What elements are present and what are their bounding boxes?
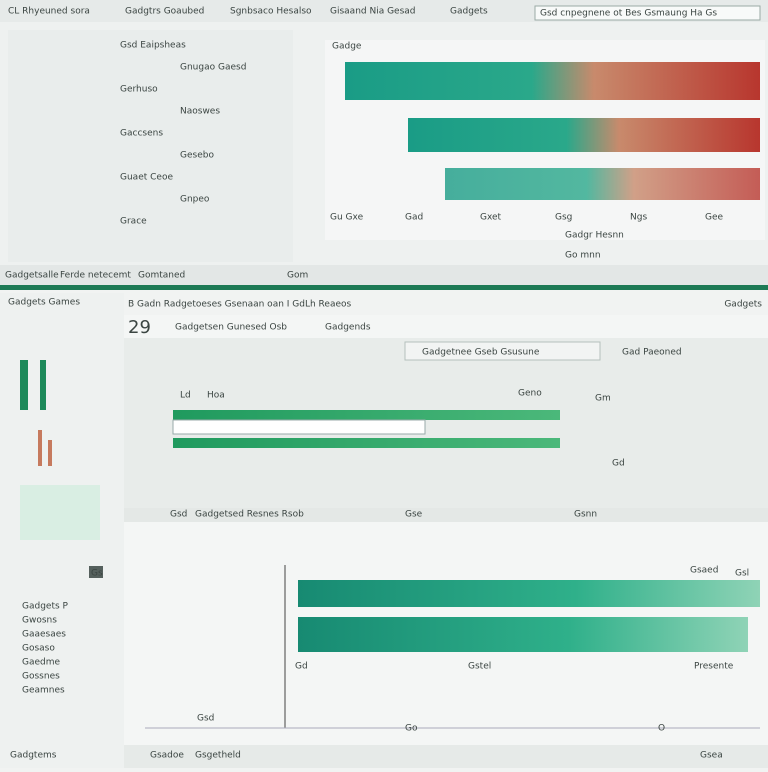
toolbar-item: CL Rhyeuned sora — [8, 7, 90, 17]
badge-bg — [89, 566, 103, 578]
footer-item: Gsadoe — [150, 751, 184, 761]
list-row: Gnugao Gaesd — [180, 63, 246, 73]
bar — [298, 580, 760, 607]
list-row: Gsd Eaipsheas — [120, 41, 186, 51]
sidebar-item: Gosaso — [22, 644, 55, 654]
bar — [345, 62, 760, 100]
sidebar-item: Gaaesaes — [22, 630, 66, 640]
column-header: Gadgetsed Resnes Rsob — [195, 510, 304, 520]
column-header: Gsnn — [574, 510, 597, 520]
toolbar-item: Gadgets — [450, 7, 488, 17]
status-item: Gadgetsalle — [5, 271, 59, 281]
bar — [298, 617, 748, 652]
axis-label: O — [658, 724, 665, 734]
status-bar — [0, 265, 768, 285]
list-row: Guaet Ceoe — [120, 173, 173, 183]
sidebar-item: Gadgets P — [22, 602, 69, 612]
chart-label: Gadge — [332, 42, 362, 52]
icon — [20, 360, 28, 410]
filter-text: Gadgetnee Gseb Gsusune — [422, 348, 540, 358]
bar — [173, 410, 560, 420]
bar — [172, 419, 426, 435]
footer-item: Gsea — [700, 751, 723, 761]
bar-label: Gd — [612, 459, 625, 469]
bar-label: Ld — [180, 391, 191, 401]
footer-item: Gsgetheld — [195, 751, 241, 761]
chart-label: Gsaed — [690, 566, 718, 576]
list-row: Grace — [120, 217, 147, 227]
divider — [0, 285, 768, 290]
toolbar-item: Gisaand Nia Gesad — [330, 7, 416, 17]
filter-text: Gad Paeoned — [622, 348, 682, 358]
bar — [408, 118, 760, 152]
toolbar-item: Sgnbsaco Hesalso — [230, 7, 312, 17]
chart-label: Gstel — [468, 662, 491, 672]
legend-item: Gadgr Hesnn — [565, 231, 624, 241]
header-text: Gadgets — [724, 300, 762, 310]
axis-label: Go — [405, 724, 418, 734]
bar-label: Gm — [595, 394, 611, 404]
sidebar-footer: Gadgtems — [10, 751, 57, 761]
axis-label: Gee — [705, 213, 724, 223]
status-item: Ferde netecemt — [60, 271, 131, 281]
list-panel — [8, 30, 293, 262]
axis-label: Gsd — [197, 714, 214, 724]
table-header — [124, 508, 768, 522]
status-item: Gom — [287, 271, 308, 281]
sidebar-title: Gadgets Games — [8, 298, 80, 308]
axis-label: Gad — [405, 213, 423, 223]
footer-bar — [124, 745, 768, 768]
column-header: Gse — [405, 510, 423, 520]
badge: Gs — [91, 569, 103, 579]
chart-label: Presente — [694, 662, 734, 672]
axis-label: Gu Gxe — [330, 213, 364, 223]
search-box[interactable] — [534, 5, 761, 21]
chart-label: Gsl — [735, 569, 749, 579]
sidebar-item: Gaedme — [22, 658, 61, 668]
icon — [38, 430, 42, 466]
bar-label: Geno — [518, 389, 542, 399]
list-row: Gesebo — [180, 151, 214, 161]
list-row: Gnpeo — [180, 195, 210, 205]
sidebar-item: Gwosns — [22, 616, 57, 626]
header-text: B Gadn Radgetoeses Gsenaan oan I GdLh Re… — [128, 300, 351, 310]
bar — [445, 168, 760, 200]
tab: Gadgetsen Gunesed Osb — [175, 323, 287, 333]
icon — [48, 440, 52, 466]
axis-label: Gxet — [480, 213, 502, 223]
toolbar-item: Gadgtrs Goaubed — [125, 7, 204, 17]
axis-label: Ngs — [630, 213, 647, 223]
widget — [20, 485, 100, 540]
sidebar-item: Geamnes — [22, 686, 65, 696]
axis-label: Gsg — [555, 213, 572, 223]
filter-box[interactable] — [404, 341, 601, 361]
panel-number: 29 — [128, 317, 151, 338]
icon — [40, 360, 46, 410]
bar — [173, 438, 560, 448]
legend-item: Go mnn — [565, 251, 601, 261]
chart-label: Gd — [295, 662, 308, 672]
sidebar-item: Gossnes — [22, 672, 60, 682]
column-header: Gsd — [170, 510, 187, 520]
tab: Gadgends — [325, 323, 371, 333]
list-row: Gerhuso — [120, 85, 158, 95]
search-text: Gsd cnpegnene ot Bes Gsmaung Ha Gs — [540, 9, 717, 19]
list-row: Gaccsens — [120, 129, 163, 139]
status-item: Gomtaned — [138, 271, 185, 281]
list-row: Naoswes — [180, 107, 220, 117]
bar-label: Hoa — [207, 391, 225, 401]
